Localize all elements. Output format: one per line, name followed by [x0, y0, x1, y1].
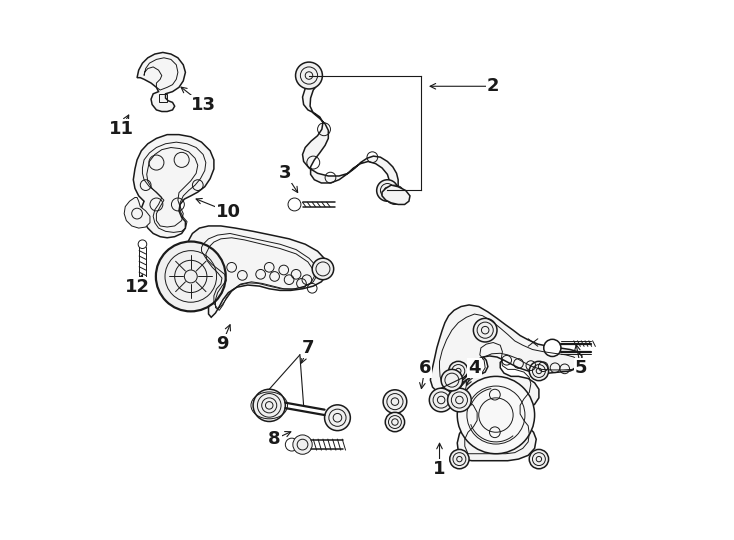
Circle shape: [544, 339, 561, 356]
Circle shape: [473, 319, 497, 342]
Circle shape: [529, 361, 548, 381]
Polygon shape: [134, 134, 214, 238]
Circle shape: [288, 198, 301, 211]
Text: 12: 12: [125, 278, 150, 296]
Circle shape: [293, 435, 312, 454]
Polygon shape: [457, 333, 539, 461]
Circle shape: [448, 388, 471, 412]
Text: 11: 11: [109, 120, 134, 138]
Circle shape: [529, 449, 548, 469]
Circle shape: [429, 388, 453, 412]
Polygon shape: [382, 185, 410, 205]
Text: 3: 3: [279, 164, 291, 183]
Circle shape: [450, 449, 469, 469]
Circle shape: [296, 62, 322, 89]
Text: 8: 8: [269, 430, 281, 448]
Circle shape: [286, 438, 298, 451]
Circle shape: [448, 361, 468, 381]
Text: 4: 4: [468, 359, 481, 377]
Text: 5: 5: [575, 359, 587, 377]
Circle shape: [383, 390, 407, 414]
Text: 6: 6: [419, 359, 432, 377]
Circle shape: [457, 376, 534, 454]
Circle shape: [156, 241, 226, 312]
Text: 9: 9: [216, 335, 228, 353]
Polygon shape: [137, 52, 186, 112]
Text: 2: 2: [487, 77, 500, 95]
Text: 1: 1: [433, 460, 446, 478]
Circle shape: [324, 405, 350, 430]
Circle shape: [385, 413, 404, 431]
Polygon shape: [124, 198, 150, 228]
Circle shape: [441, 369, 462, 391]
Text: 7: 7: [302, 339, 314, 357]
Polygon shape: [430, 305, 582, 395]
Circle shape: [312, 258, 334, 280]
Circle shape: [377, 180, 398, 201]
Polygon shape: [187, 226, 328, 318]
Polygon shape: [302, 83, 398, 196]
Circle shape: [138, 240, 147, 248]
Text: 13: 13: [191, 96, 216, 113]
Circle shape: [253, 389, 286, 422]
Text: 10: 10: [216, 203, 241, 221]
